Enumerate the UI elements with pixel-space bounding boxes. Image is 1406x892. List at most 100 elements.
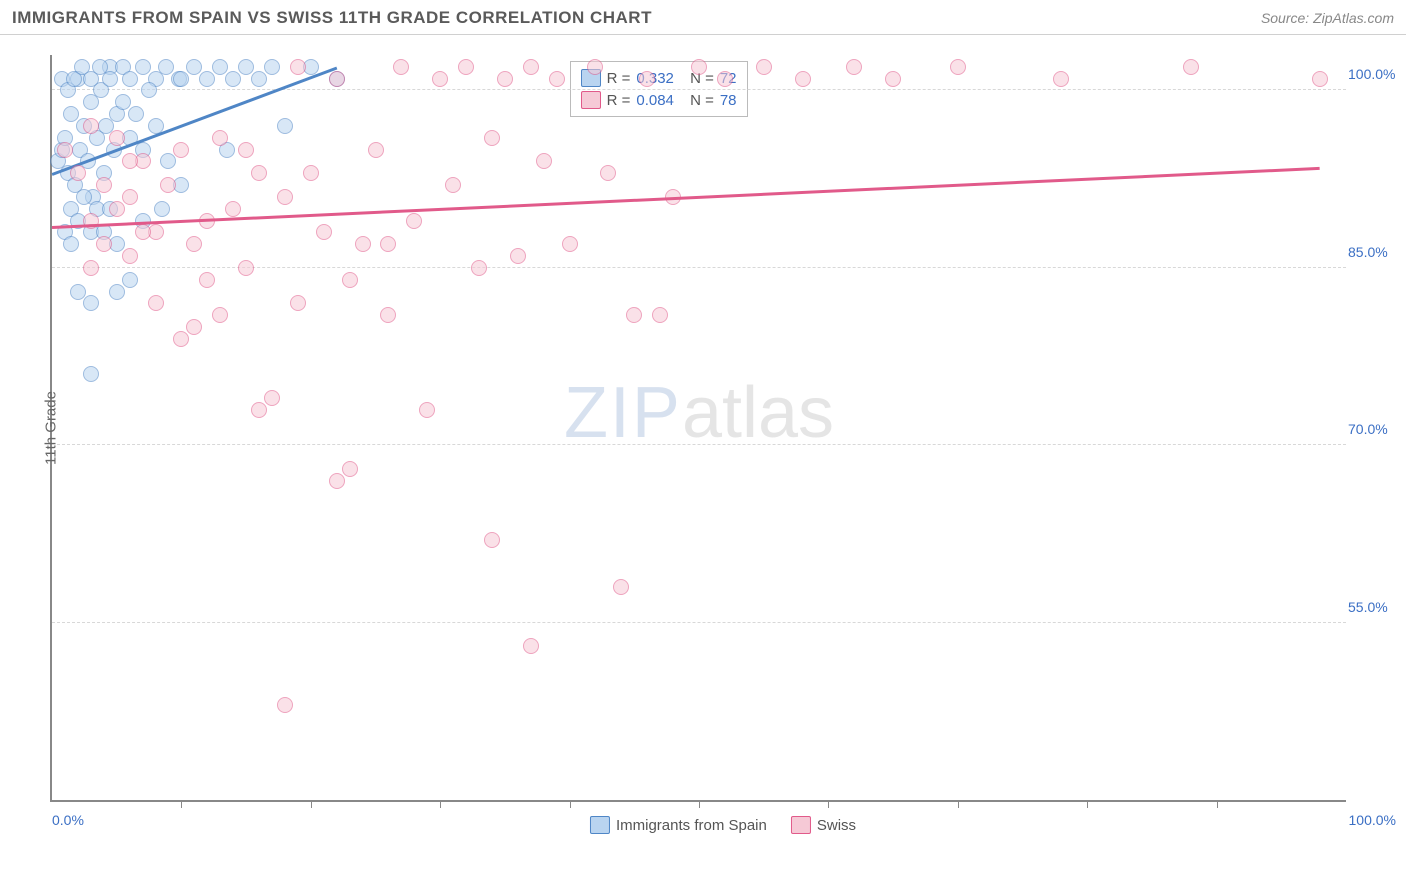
data-point [199, 71, 215, 87]
r-prefix: R = [607, 70, 631, 87]
swatch-swiss [581, 91, 601, 109]
data-point [83, 118, 99, 134]
data-point [329, 473, 345, 489]
r-value-swiss: 0.084 [636, 92, 674, 109]
legend-label-spain: Immigrants from Spain [616, 817, 767, 834]
data-point [135, 224, 151, 240]
data-point [96, 177, 112, 193]
data-point [303, 165, 319, 181]
chart-area: 11th Grade ZIPatlas R = 0.332 N = 72 R =… [50, 45, 1396, 842]
data-point [717, 71, 733, 87]
data-point [225, 71, 241, 87]
data-point [471, 260, 487, 276]
data-point [795, 71, 811, 87]
data-point [523, 638, 539, 654]
chart-title: IMMIGRANTS FROM SPAIN VS SWISS 11TH GRAD… [12, 8, 652, 28]
data-point [432, 71, 448, 87]
data-point [484, 130, 500, 146]
data-point [290, 295, 306, 311]
data-point [173, 71, 189, 87]
gridline [52, 89, 1346, 90]
data-point [251, 165, 267, 181]
x-tick [958, 800, 959, 808]
x-tick [181, 800, 182, 808]
data-point [264, 390, 280, 406]
x-axis-min: 0.0% [52, 812, 84, 828]
watermark-zip: ZIP [564, 373, 682, 453]
x-tick [699, 800, 700, 808]
n-prefix: N = [690, 92, 714, 109]
plot-region: 11th Grade ZIPatlas R = 0.332 N = 72 R =… [50, 55, 1346, 802]
gridline [52, 444, 1346, 445]
data-point [536, 153, 552, 169]
source-attr: Source: ZipAtlas.com [1261, 10, 1394, 26]
source-prefix: Source: [1261, 10, 1313, 26]
data-point [277, 118, 293, 134]
data-point [173, 331, 189, 347]
data-point [549, 71, 565, 87]
trend-line [52, 167, 1320, 229]
data-point [950, 59, 966, 75]
corr-row-swiss: R = 0.084 N = 78 [581, 89, 737, 111]
series-legend: Immigrants from Spain Swiss [590, 816, 856, 834]
data-point [290, 59, 306, 75]
data-point [238, 142, 254, 158]
x-tick [440, 800, 441, 808]
data-point [523, 59, 539, 75]
data-point [186, 319, 202, 335]
data-point [342, 461, 358, 477]
y-axis-label: 11th Grade [42, 391, 59, 465]
x-tick [1087, 800, 1088, 808]
source-name: ZipAtlas.com [1313, 10, 1394, 26]
data-point [70, 165, 86, 181]
data-point [115, 94, 131, 110]
data-point [57, 142, 73, 158]
data-point [154, 201, 170, 217]
data-point [1183, 59, 1199, 75]
data-point [613, 579, 629, 595]
data-point [173, 142, 189, 158]
data-point [419, 402, 435, 418]
data-point [277, 697, 293, 713]
data-point [458, 59, 474, 75]
data-point [885, 71, 901, 87]
gridline [52, 622, 1346, 623]
data-point [393, 59, 409, 75]
data-point [109, 201, 125, 217]
data-point [122, 248, 138, 264]
data-point [122, 153, 138, 169]
data-point [251, 402, 267, 418]
data-point [562, 236, 578, 252]
data-point [652, 307, 668, 323]
data-point [277, 189, 293, 205]
data-point [264, 59, 280, 75]
data-point [587, 59, 603, 75]
data-point [406, 213, 422, 229]
data-point [600, 165, 616, 181]
data-point [251, 71, 267, 87]
legend-item-spain: Immigrants from Spain [590, 816, 767, 834]
x-tick [1217, 800, 1218, 808]
data-point [380, 236, 396, 252]
data-point [626, 307, 642, 323]
legend-swatch-swiss [791, 816, 811, 834]
data-point [342, 272, 358, 288]
watermark-atlas: atlas [682, 373, 834, 453]
y-tick-label: 85.0% [1348, 244, 1396, 260]
data-point [329, 71, 345, 87]
legend-item-swiss: Swiss [791, 816, 856, 834]
corr-row-spain: R = 0.332 N = 72 [581, 67, 737, 89]
data-point [96, 236, 112, 252]
legend-label-swiss: Swiss [817, 817, 856, 834]
data-point [1312, 71, 1328, 87]
data-point [212, 59, 228, 75]
data-point [83, 295, 99, 311]
data-point [756, 59, 772, 75]
data-point [128, 106, 144, 122]
data-point [639, 71, 655, 87]
data-point [102, 71, 118, 87]
data-point [63, 236, 79, 252]
x-tick [311, 800, 312, 808]
data-point [316, 224, 332, 240]
data-point [484, 532, 500, 548]
